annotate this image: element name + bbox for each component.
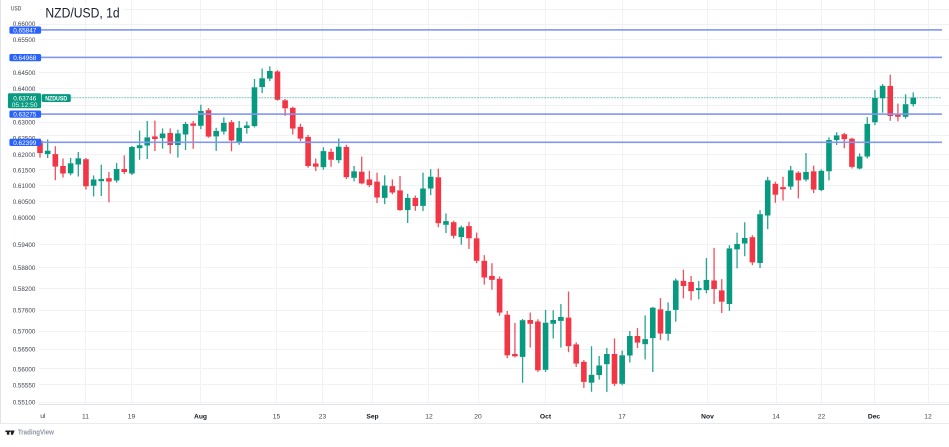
svg-text:Oct: Oct: [540, 413, 552, 420]
svg-text:0.55550: 0.55550: [13, 382, 36, 389]
svg-text:Dec: Dec: [868, 413, 881, 420]
svg-text:NZDUSD: NZDUSD: [45, 96, 68, 102]
svg-text:0.60000: 0.60000: [13, 215, 36, 222]
svg-text:14: 14: [772, 413, 780, 420]
svg-text:USD: USD: [11, 5, 22, 12]
svg-text:22: 22: [818, 413, 826, 420]
svg-text:20: 20: [474, 413, 482, 420]
svg-text:0.64500: 0.64500: [13, 70, 36, 77]
svg-text:12: 12: [425, 413, 433, 420]
svg-text:NZD/USD, 1d: NZD/USD, 1d: [45, 5, 119, 20]
svg-text:0.58200: 0.58200: [13, 286, 36, 293]
svg-text:23: 23: [319, 413, 327, 420]
svg-text:0.60500: 0.60500: [13, 199, 36, 206]
svg-text:ul: ul: [40, 413, 46, 420]
svg-text:0.63000: 0.63000: [13, 119, 36, 126]
svg-text:0.64968: 0.64968: [13, 55, 37, 62]
svg-text:0.64000: 0.64000: [13, 86, 36, 93]
svg-text:0.56000: 0.56000: [13, 366, 36, 373]
svg-text:0.65500: 0.65500: [13, 37, 36, 44]
svg-text:Aug: Aug: [194, 413, 207, 420]
svg-text:0.55100: 0.55100: [13, 399, 36, 406]
svg-text:0.59400: 0.59400: [13, 242, 36, 249]
svg-text:0.58800: 0.58800: [13, 265, 36, 272]
svg-text:0.57000: 0.57000: [13, 329, 36, 336]
svg-text:Nov: Nov: [701, 413, 714, 420]
svg-text:17: 17: [618, 413, 626, 420]
svg-text:05:12:50: 05:12:50: [12, 102, 38, 109]
svg-text:0.56500: 0.56500: [13, 347, 36, 354]
svg-text:0.61000: 0.61000: [13, 183, 36, 190]
svg-text:0.63275: 0.63275: [13, 112, 37, 119]
svg-text:19: 19: [128, 413, 136, 420]
svg-text:0.57600: 0.57600: [13, 307, 36, 314]
svg-text:12: 12: [924, 413, 932, 420]
svg-text:0.62399: 0.62399: [13, 140, 37, 147]
svg-text:0.62000: 0.62000: [13, 152, 36, 159]
svg-text:Sep: Sep: [366, 413, 378, 420]
svg-text:11: 11: [82, 413, 89, 420]
svg-text:0.61500: 0.61500: [13, 167, 36, 174]
svg-text:0.65847: 0.65847: [13, 28, 37, 35]
svg-text:15: 15: [273, 413, 281, 420]
svg-text:TradingView: TradingView: [18, 428, 54, 437]
